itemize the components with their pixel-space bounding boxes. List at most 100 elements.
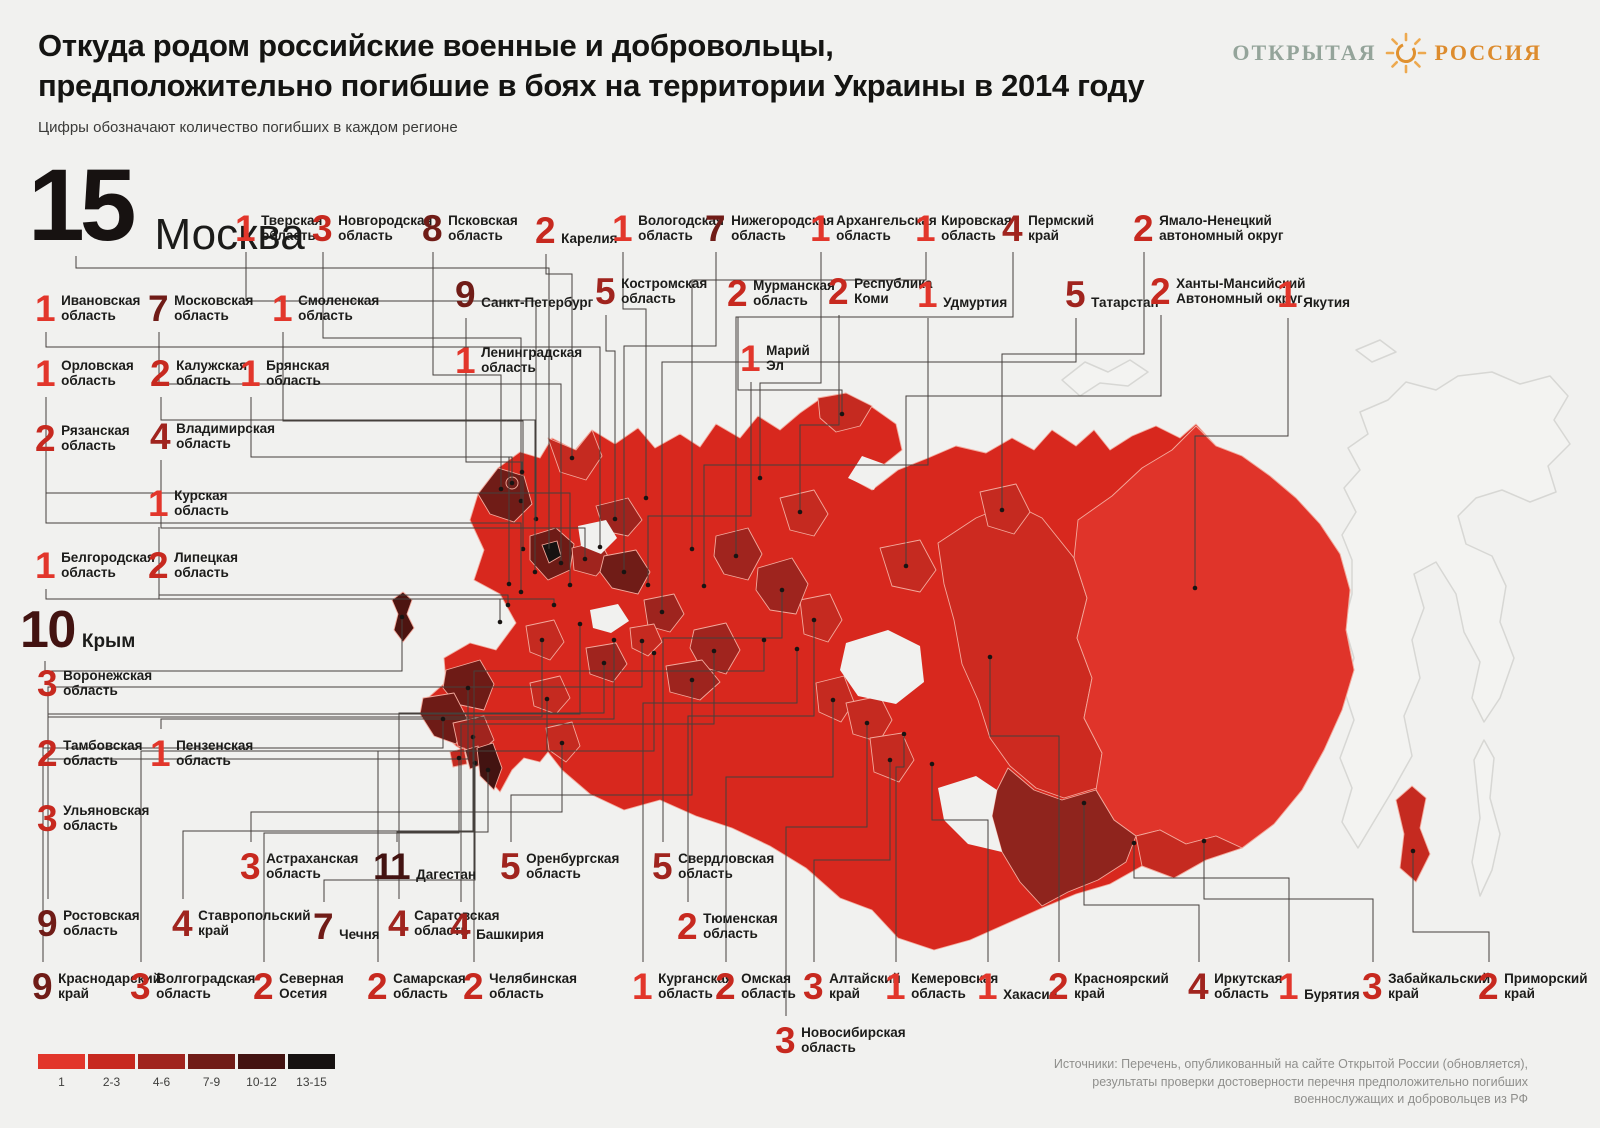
region-name: Пермский край <box>1028 213 1095 243</box>
leader-line <box>45 397 522 592</box>
region-name: Башкирия <box>476 927 545 942</box>
map-region-tyumen <box>799 593 843 643</box>
region-dot <box>597 544 603 550</box>
region-label: 4 Башкирия <box>450 908 544 945</box>
region-dot <box>509 480 515 486</box>
region-dot <box>559 740 565 746</box>
region-name: Воронежская область <box>63 668 153 698</box>
legend-swatch <box>138 1054 185 1069</box>
map-region-pskov <box>477 467 533 523</box>
region-value: 3 <box>803 966 824 1007</box>
leader-line <box>250 397 510 584</box>
region-name: Владимирская область <box>176 421 275 451</box>
region-label: 2 Северная Осетия <box>253 968 344 1005</box>
region-dot <box>551 602 557 608</box>
leader-line <box>1203 841 1374 962</box>
region-value: 8 <box>422 208 443 249</box>
region-value: 5 <box>1065 274 1086 315</box>
region-dot <box>465 685 471 691</box>
region-label: 1 Орловская область <box>35 355 134 392</box>
leader-line <box>140 699 548 962</box>
leader-line <box>647 382 752 585</box>
region-dot <box>689 546 695 552</box>
region-value: 1 <box>455 340 476 381</box>
region-value: 3 <box>775 1020 796 1061</box>
region-name: Архангельская область <box>836 213 937 243</box>
region-name: Ставропольский край <box>198 908 311 938</box>
map-region-perm <box>713 527 763 581</box>
region-dot <box>1192 585 1198 591</box>
region-label: 1 Брянская область <box>240 355 330 392</box>
leader-line <box>661 318 1077 612</box>
leader-line <box>605 315 616 519</box>
leader-line <box>905 315 1162 566</box>
region-dot <box>761 637 767 643</box>
region-name: Костромская область <box>621 276 708 306</box>
region-dot <box>611 637 617 643</box>
region-name: Северная Осетия <box>279 971 344 1001</box>
map-region-tomsk-empty <box>840 630 924 704</box>
region-label: 2 Карелия <box>535 212 618 249</box>
region-value: 1 <box>150 733 171 774</box>
region-name: Республика Коми <box>854 276 933 306</box>
leader-line <box>725 700 834 962</box>
region-label: 7 Нижегородская область <box>705 210 834 247</box>
legend-item: 1 <box>38 1054 85 1089</box>
leader-line <box>42 719 444 962</box>
leader-line <box>931 764 989 962</box>
source-line-2: результаты проверки достоверности перечн… <box>1092 1074 1528 1089</box>
leader-line <box>510 680 693 842</box>
region-label: 3 Новосибирская область <box>775 1022 906 1059</box>
leader-line <box>460 651 715 902</box>
region-value: 4 <box>1002 208 1023 249</box>
region-dot <box>794 646 800 652</box>
region-dot <box>903 563 909 569</box>
leader-line <box>703 318 929 586</box>
region-label: 1 Бурятия <box>1278 968 1360 1005</box>
region-dot <box>520 546 526 552</box>
region-label: 1 Курганская область <box>632 968 733 1005</box>
region-value: 4 <box>388 903 409 944</box>
region-value: 1 <box>917 274 938 315</box>
region-label: 2 Ямало-Ненецкий автономный округ <box>1133 210 1284 247</box>
region-label: 1 Тверская область <box>235 210 322 247</box>
leader-line <box>250 743 563 842</box>
leader-line <box>47 641 643 794</box>
region-value: 1 <box>612 208 633 249</box>
region-label: 4 Саратовская область <box>388 905 500 942</box>
region-label: 3 Астраханская область <box>240 848 358 885</box>
region-value: 15 <box>28 148 136 262</box>
region-label: 1 Ивановская область <box>35 290 140 327</box>
region-dot <box>929 761 935 767</box>
region-name: Тюменская область <box>703 911 778 941</box>
source-line-1: Источники: Перечень, опубликованный на с… <box>1053 1057 1528 1071</box>
region-label: 7 Московская область <box>148 290 253 327</box>
legend-item: 7-9 <box>188 1054 235 1089</box>
region-value: 5 <box>500 846 521 887</box>
region-name: Санкт-Петербург <box>481 295 594 310</box>
region-value: 1 <box>1278 966 1299 1007</box>
region-label: 4 Пермский край <box>1002 210 1094 247</box>
region-label: 2 Красноярский край <box>1048 968 1169 1005</box>
region-name: Марий Эл <box>766 343 810 373</box>
region-value: 7 <box>705 208 726 249</box>
region-name: Волгоградская область <box>156 971 256 1001</box>
leader-line <box>432 252 502 489</box>
leader-line <box>158 527 509 605</box>
region-label: 2 Липецкая область <box>148 547 238 584</box>
region-label: 1 Курская область <box>148 485 229 522</box>
region-label: 9 Ростовская область <box>37 905 140 942</box>
region-label: 1 Вологодская область <box>612 210 724 247</box>
region-dot <box>498 486 504 492</box>
region-value: 4 <box>172 903 193 944</box>
region-name: Самарская область <box>393 971 466 1001</box>
legend-item: 2-3 <box>88 1054 135 1089</box>
region-value: 2 <box>1150 271 1171 312</box>
region-name: Якутия <box>1303 295 1350 310</box>
region-name: Белгородская область <box>61 550 155 580</box>
color-legend: 1 2-3 4-6 7-9 10-12 13-15 <box>38 1054 338 1089</box>
region-dot <box>864 720 870 726</box>
region-dot <box>811 617 817 623</box>
